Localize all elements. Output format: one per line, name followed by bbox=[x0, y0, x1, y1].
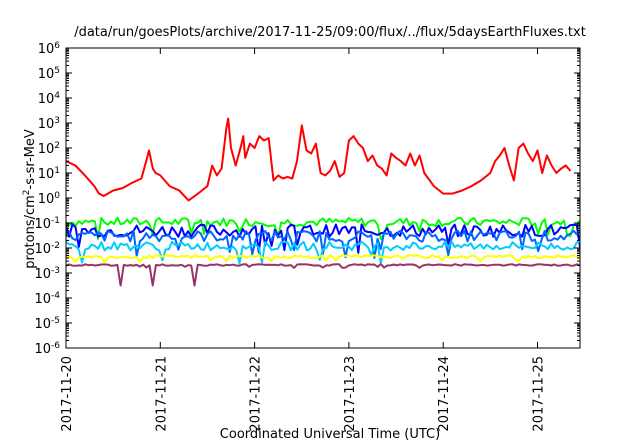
y-tick-label: 105 bbox=[38, 66, 60, 82]
y-tick-label: 103 bbox=[38, 116, 60, 132]
series-line-7 bbox=[66, 263, 580, 287]
y-axis-label-rest: -s-sr-MeV bbox=[23, 129, 38, 189]
y-tick-label: 106 bbox=[38, 41, 61, 57]
x-tick-label: 2017-11-21 bbox=[154, 356, 169, 432]
y-tick-label: 10-2 bbox=[34, 241, 60, 257]
series-line-1 bbox=[66, 117, 572, 202]
series-line-4 bbox=[66, 229, 580, 259]
plot-frame bbox=[65, 47, 581, 349]
series-line-2 bbox=[66, 216, 580, 241]
series-line-6 bbox=[66, 254, 580, 264]
x-tick-label: 2017-11-23 bbox=[343, 356, 358, 432]
x-tick-label: 2017-11-22 bbox=[249, 356, 264, 432]
series-line-5 bbox=[66, 240, 580, 265]
y-tick-label: 10-1 bbox=[34, 216, 60, 232]
y-tick-label: 10-4 bbox=[34, 291, 60, 307]
y-tick-label: 10-5 bbox=[34, 316, 60, 332]
chart-title: /data/run/goesPlots/archive/2017-11-25/0… bbox=[74, 25, 586, 40]
y-tick-label: 100 bbox=[38, 191, 61, 207]
axes-layer: 106 105 104 103 102 101 100 10-1 10-2 10-3 10-4 10-… bbox=[34, 41, 581, 432]
x-tick-label: 2017-11-20 bbox=[60, 356, 75, 432]
y-axis-label: protons/cm2-s-sr-MeV bbox=[22, 129, 38, 269]
y-axis-label-base: protons/cm bbox=[23, 195, 38, 269]
y-tick-label: 10-6 bbox=[34, 341, 60, 357]
x-axis-label: Coordinated Universal Time (UTC) bbox=[220, 427, 440, 442]
y-tick-label: 101 bbox=[38, 166, 60, 182]
x-tick-label: 2017-11-24 bbox=[437, 356, 452, 432]
series-layer bbox=[66, 117, 580, 287]
y-tick-label: 104 bbox=[38, 91, 61, 107]
y-tick-label: 102 bbox=[38, 141, 60, 157]
x-tick-label: 2017-11-25 bbox=[532, 356, 547, 432]
y-tick-label: 10-3 bbox=[34, 266, 60, 282]
y-axis-label-sup: 2 bbox=[22, 189, 32, 195]
